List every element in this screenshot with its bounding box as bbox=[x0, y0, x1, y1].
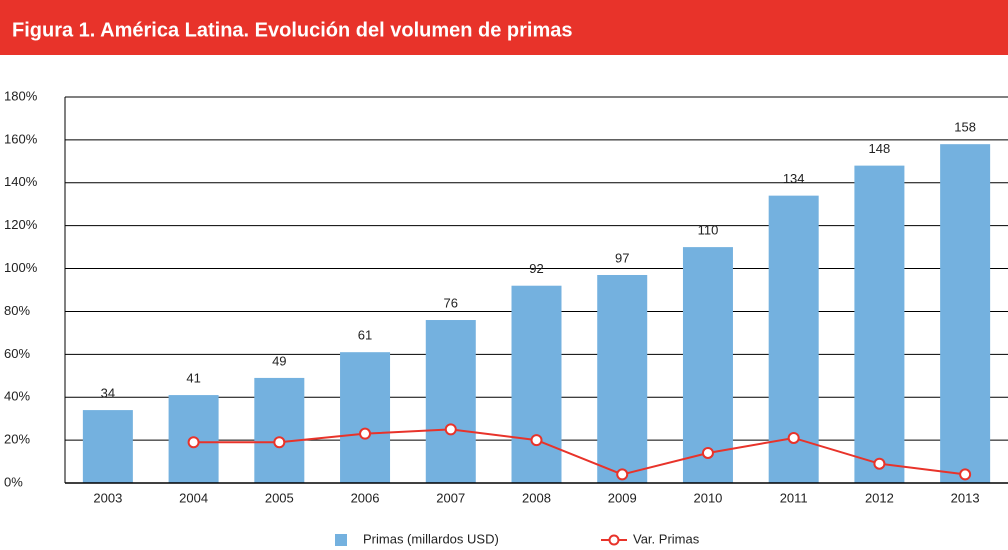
y-tick-label: 80% bbox=[4, 303, 30, 318]
legend-swatch bbox=[335, 534, 347, 546]
data-label: 97 bbox=[615, 250, 629, 265]
line-marker bbox=[616, 468, 629, 481]
line-marker bbox=[359, 427, 372, 440]
bar bbox=[597, 274, 648, 483]
y-tick-label: 160% bbox=[4, 131, 38, 146]
line-marker bbox=[959, 468, 972, 481]
legend-label: Var. Primas bbox=[633, 531, 700, 546]
x-tick-label: 2010 bbox=[693, 490, 722, 505]
bar bbox=[340, 352, 391, 483]
data-label: 158 bbox=[954, 120, 976, 135]
bar bbox=[425, 320, 476, 483]
data-label: 49 bbox=[272, 353, 286, 368]
x-tick-label: 2003 bbox=[93, 490, 122, 505]
data-label: 76 bbox=[444, 295, 458, 310]
line-marker bbox=[444, 423, 457, 436]
legend-label: Primas (millardos USD) bbox=[363, 531, 499, 546]
data-label: 34 bbox=[101, 386, 115, 401]
legend-marker bbox=[608, 534, 620, 546]
y-tick-label: 20% bbox=[4, 432, 30, 447]
chart-title: Figura 1. América Latina. Evolución del … bbox=[12, 19, 573, 41]
y-tick-label: 140% bbox=[4, 174, 38, 189]
data-label: 148 bbox=[869, 141, 891, 156]
line-marker bbox=[873, 457, 886, 470]
y-tick-label: 40% bbox=[4, 389, 30, 404]
y-tick-label: 120% bbox=[4, 217, 38, 232]
x-tick-label: 2006 bbox=[351, 490, 380, 505]
data-label: 110 bbox=[698, 223, 719, 238]
x-tick-label: 2005 bbox=[265, 490, 294, 505]
x-tick-label: 2004 bbox=[179, 490, 208, 505]
bar bbox=[82, 410, 133, 483]
x-tick-label: 2013 bbox=[951, 490, 980, 505]
line-marker bbox=[530, 434, 543, 447]
bar bbox=[854, 165, 905, 483]
x-tick-label: 2009 bbox=[608, 490, 637, 505]
y-tick-label: 100% bbox=[4, 260, 38, 275]
data-label: 92 bbox=[529, 261, 543, 276]
data-label: 41 bbox=[186, 371, 200, 386]
x-tick-label: 2011 bbox=[780, 490, 808, 505]
line bbox=[193, 428, 966, 476]
line-marker bbox=[273, 436, 286, 449]
y-tick-label: 180% bbox=[4, 88, 38, 103]
x-tick-label: 2012 bbox=[865, 490, 894, 505]
line-marker bbox=[701, 446, 714, 459]
y-tick-label: 0% bbox=[4, 474, 23, 489]
line-marker bbox=[187, 436, 200, 449]
bar bbox=[254, 377, 305, 483]
data-label: 134 bbox=[783, 171, 805, 186]
header-band bbox=[0, 0, 1008, 55]
data-label: 61 bbox=[358, 328, 372, 343]
bar bbox=[940, 144, 991, 483]
line-marker bbox=[787, 431, 800, 444]
y-tick-label: 60% bbox=[4, 346, 30, 361]
x-tick-label: 2007 bbox=[436, 490, 465, 505]
x-tick-label: 2008 bbox=[522, 490, 551, 505]
bar bbox=[511, 285, 562, 483]
bar bbox=[682, 247, 733, 483]
